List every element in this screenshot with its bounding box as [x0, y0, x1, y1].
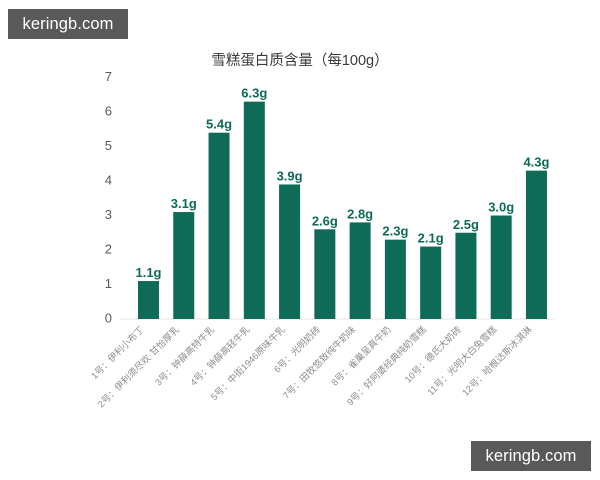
- svg-text:2.8g: 2.8g: [347, 206, 373, 221]
- svg-text:3号：钟薛高特牛乳: 3号：钟薛高特牛乳: [152, 324, 216, 388]
- svg-text:8号：雀巢呈真牛奶: 8号：雀巢呈真牛奶: [329, 324, 393, 388]
- svg-text:3.0g: 3.0g: [488, 200, 514, 215]
- svg-text:6: 6: [105, 104, 112, 119]
- svg-text:5.4g: 5.4g: [206, 117, 232, 132]
- svg-text:5: 5: [105, 138, 112, 153]
- svg-text:3.9g: 3.9g: [277, 168, 303, 183]
- svg-text:1: 1: [105, 276, 112, 291]
- svg-text:11号：光明大白兔雪糕: 11号：光明大白兔雪糕: [425, 324, 499, 398]
- svg-text:2.1g: 2.1g: [418, 231, 444, 246]
- svg-text:12号：哈根达斯冰淇淋: 12号：哈根达斯冰淇淋: [460, 324, 534, 398]
- svg-text:4号：钟薛高轻牛乳: 4号：钟薛高轻牛乳: [188, 324, 252, 388]
- svg-text:3: 3: [105, 207, 112, 222]
- svg-text:2.3g: 2.3g: [382, 224, 408, 239]
- svg-text:2: 2: [105, 242, 112, 257]
- svg-text:7: 7: [105, 69, 112, 84]
- svg-text:1.1g: 1.1g: [135, 265, 161, 280]
- svg-text:7号：田牧悠致纯牛奶味: 7号：田牧悠致纯牛奶味: [280, 324, 357, 401]
- svg-text:4.3g: 4.3g: [523, 155, 549, 170]
- svg-text:4: 4: [105, 173, 112, 188]
- svg-text:3.1g: 3.1g: [171, 196, 197, 211]
- svg-text:0: 0: [105, 311, 112, 326]
- svg-text:2.5g: 2.5g: [453, 217, 479, 232]
- svg-text:2.6g: 2.6g: [312, 213, 338, 228]
- svg-text:6.3g: 6.3g: [241, 86, 267, 101]
